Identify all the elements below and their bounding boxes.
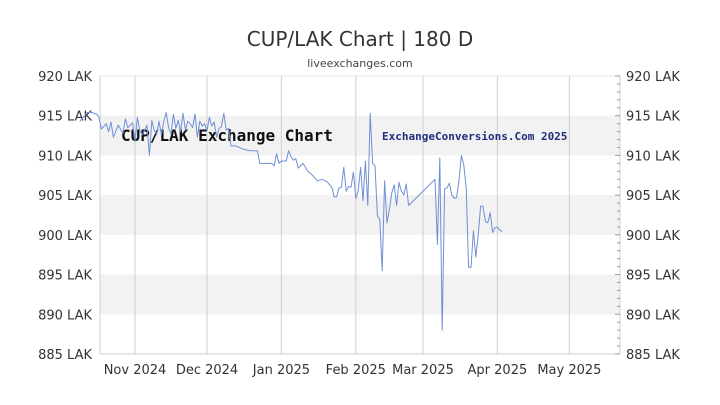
y-tick-label: 900 LAK — [38, 229, 92, 244]
grid-band — [100, 115, 620, 156]
y-tick-label-right: 905 LAK — [626, 189, 680, 204]
series-line — [79, 112, 503, 331]
chart-title: CUP/LAK Chart | 180 D — [247, 27, 474, 51]
y-tick-label-right: 900 LAK — [626, 229, 680, 244]
watermark-right: ExchangeConversions.Com 2025 — [382, 130, 567, 143]
y-tick-label-right: 885 LAK — [626, 348, 680, 363]
y-tick-label-right: 920 LAK — [626, 70, 680, 85]
y-tick-label-right: 910 LAK — [626, 149, 680, 164]
chart-subtitle: liveexchanges.com — [307, 57, 412, 70]
y-tick-label: 910 LAK — [38, 149, 92, 164]
x-tick-label: Mar 2025 — [392, 363, 454, 378]
y-tick-label: 920 LAK — [38, 70, 92, 85]
y-axis-left: 920 LAK 915 LAK 910 LAK 905 LAK 900 LAK 895 L… — [38, 70, 92, 363]
gridlines — [99, 75, 621, 355]
y-tick-label: 885 LAK — [38, 348, 92, 363]
watermark-left: CUP/LAK Exchange Chart — [121, 126, 333, 145]
x-axis: Nov 2024 Dec 2024 Jan 2025 Feb 2025 Mar 2025… — [104, 363, 602, 378]
y-tick-label: 915 LAK — [38, 110, 92, 125]
y-tick-label: 895 LAK — [38, 269, 92, 284]
background-bands — [100, 115, 620, 315]
y-tick-label: 890 LAK — [38, 308, 92, 323]
x-tick-label: Nov 2024 — [104, 363, 167, 378]
y-axis-right: 920 LAK 915 LAK 910 LAK 905 LAK 900 LAK 895 L… — [626, 70, 680, 363]
y-tick-label: 905 LAK — [38, 189, 92, 204]
x-tick-label: Feb 2025 — [326, 363, 386, 378]
y-tick-label-right: 890 LAK — [626, 308, 680, 323]
x-tick-label: Apr 2025 — [468, 363, 528, 378]
grid-band — [100, 274, 620, 315]
x-tick-label: Dec 2024 — [176, 363, 238, 378]
x-tick-label: Jan 2025 — [252, 363, 310, 378]
grid-band — [100, 195, 620, 235]
x-tick-label: May 2025 — [537, 363, 601, 378]
y-tick-label-right: 895 LAK — [626, 269, 680, 284]
series-group — [79, 112, 503, 331]
y-tick-label-right: 915 LAK — [626, 110, 680, 125]
